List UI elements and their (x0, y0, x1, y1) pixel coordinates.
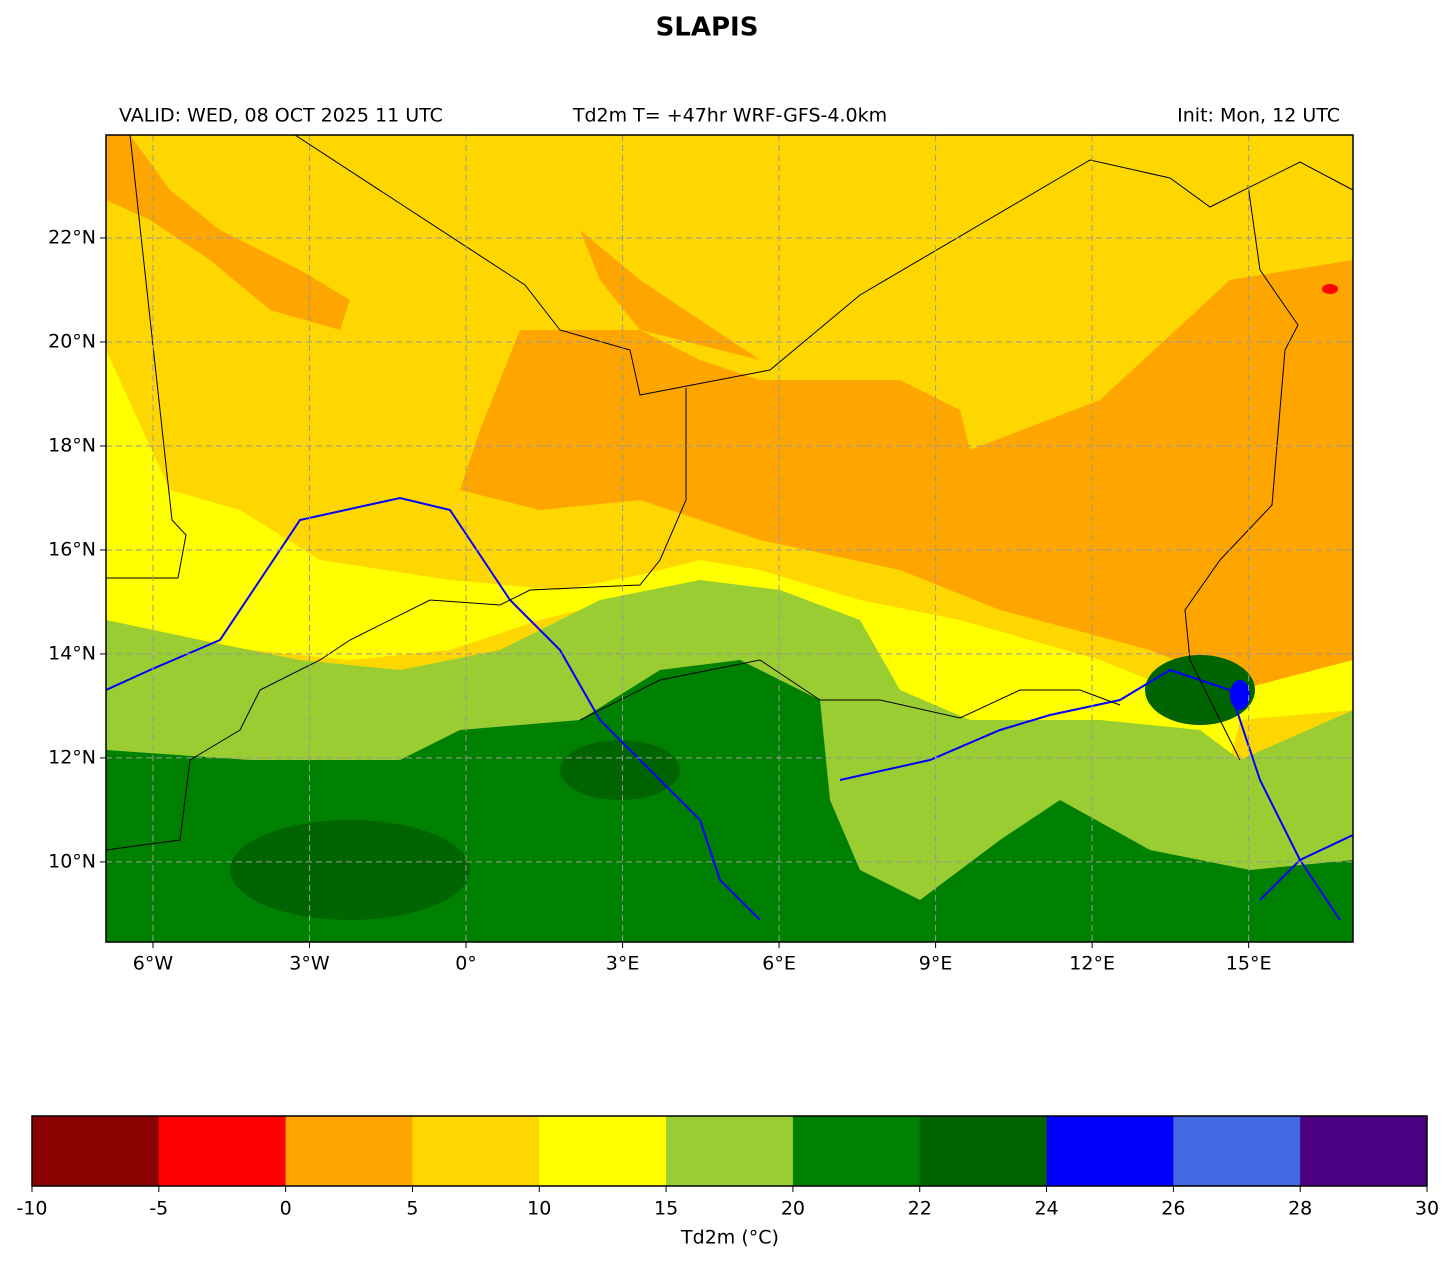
init-time: Init: Mon, 12 UTC (1177, 105, 1340, 127)
border (106, 135, 187, 579)
river (1259, 834, 1353, 901)
field-darkgreen (230, 820, 470, 920)
colorbar-tick-label: 10 (527, 1198, 551, 1220)
map-field (106, 135, 1353, 942)
title: SLAPIS (656, 13, 759, 43)
colorbar-segment (792, 1116, 921, 1186)
field-darkgreen (560, 740, 680, 800)
y-tick-label: 10°N (48, 850, 96, 872)
colorbar-segment (1046, 1116, 1174, 1186)
colorbar-frame (31, 1115, 1428, 1187)
colorbar-tick-label: 22 (908, 1198, 932, 1220)
colorbar-tick-label: 30 (1415, 1198, 1439, 1220)
colorbar-tick-label: 26 (1161, 1198, 1185, 1220)
colorbar-label: Td2m (°C) (680, 1227, 779, 1249)
y-tick-label: 18°N (48, 434, 96, 456)
colorbar-segment (285, 1116, 413, 1186)
x-tick-label: 15°E (1226, 953, 1272, 975)
y-tick-label: 20°N (48, 330, 96, 352)
y-tick-label: 16°N (48, 538, 96, 560)
x-tick-label: 6°E (762, 953, 796, 975)
x-tick-label: 6°W (133, 953, 174, 975)
field-red (1322, 284, 1338, 294)
lake-chad-blue (1230, 680, 1250, 710)
colorbar-tick-label: -10 (16, 1198, 47, 1220)
colorbar-tick-label: 5 (406, 1198, 418, 1220)
x-tick-label: 9°E (919, 953, 953, 975)
border (106, 388, 687, 851)
field-orange (106, 135, 350, 330)
x-tick-label: 12°E (1069, 953, 1115, 975)
colorbar-segment (919, 1116, 1048, 1186)
colorbar-tick-label: 28 (1288, 1198, 1312, 1220)
colorbar-segment (1173, 1116, 1301, 1186)
y-tick-label: 22°N (48, 226, 96, 248)
field-orange (460, 260, 1353, 690)
colorbar-tick-label: 0 (280, 1198, 292, 1220)
colorbar-tick-label: 20 (781, 1198, 805, 1220)
colorbar-segment (32, 1116, 160, 1186)
field-orange (580, 230, 760, 360)
subtitle: Td2m T= +47hr WRF-GFS-4.0km (572, 105, 887, 127)
colorbar-segment (666, 1116, 794, 1186)
lake-chad (1145, 655, 1255, 725)
colorbar-tick-label: -5 (149, 1198, 168, 1220)
grid (106, 135, 1353, 942)
colorbar-segment (158, 1116, 287, 1186)
y-tick-label: 12°N (48, 746, 96, 768)
valid-time: VALID: WED, 08 OCT 2025 11 UTC (119, 105, 443, 127)
y-tick-label: 14°N (48, 642, 96, 664)
border (294, 135, 1353, 396)
river (839, 668, 1341, 921)
map-frame (105, 134, 1354, 943)
border (1184, 184, 1299, 761)
colorbar-tick-label: 15 (654, 1198, 678, 1220)
border (579, 659, 1121, 721)
colorbar-segment (1300, 1116, 1428, 1186)
x-tick-label: 3°W (289, 953, 330, 975)
x-tick-label: 0° (455, 953, 477, 975)
river (106, 496, 761, 921)
colorbar-tick-label: 24 (1034, 1198, 1058, 1220)
x-tick-label: 3°E (606, 953, 640, 975)
colorbar-segment (412, 1116, 540, 1186)
colorbar-segment (539, 1116, 667, 1186)
